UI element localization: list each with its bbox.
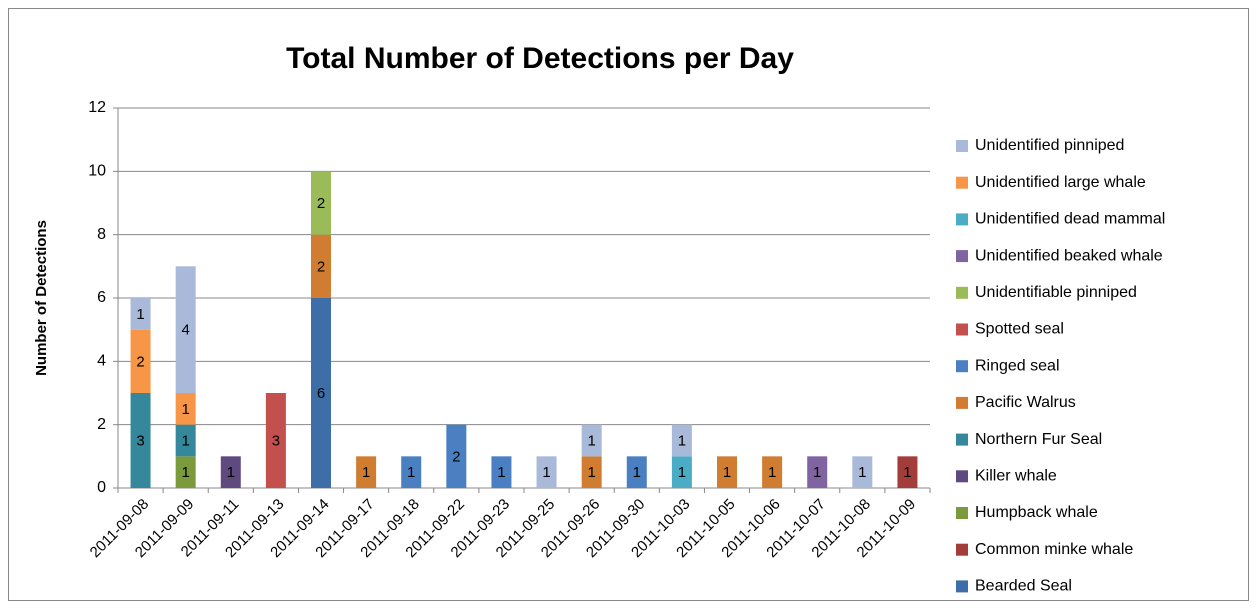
legend-swatch [956, 360, 968, 373]
legend-label: Humpback whale [975, 504, 1098, 521]
bar-segment [175, 266, 196, 393]
data-label: 1 [678, 432, 686, 449]
bar-segment [446, 424, 467, 488]
bar-segment [897, 456, 918, 488]
legend-swatch [956, 140, 968, 152]
y-axis-label: Number of Detections [33, 220, 50, 376]
y-tick-label: 0 [97, 479, 106, 496]
data-label: 6 [317, 385, 325, 402]
y-tick-label: 12 [88, 99, 106, 116]
legend-swatch [956, 470, 968, 483]
legend-swatch [956, 396, 968, 409]
bar-segment [311, 298, 331, 488]
data-label: 1 [497, 464, 505, 481]
bar-segment [762, 456, 783, 488]
bar-segment [130, 329, 151, 393]
data-label: 1 [678, 464, 686, 481]
bar-segment [130, 298, 151, 330]
legend-label: Northern Fur Seal [975, 431, 1102, 448]
data-label: 3 [136, 432, 144, 449]
legend-label: Ringed seal [975, 357, 1060, 374]
legend-label: Bearded Seal [975, 578, 1072, 595]
data-label: 1 [136, 306, 144, 323]
legend-swatch [956, 580, 968, 593]
data-label: 2 [452, 448, 460, 465]
data-label: 2 [317, 195, 325, 212]
y-tick-label: 4 [97, 353, 106, 370]
legend-swatch [956, 286, 968, 299]
bar-segment [581, 424, 602, 457]
legend-label: Unidentified large whale [975, 174, 1146, 191]
bar-segment [626, 456, 647, 488]
legend-label: Common minke whale [975, 541, 1133, 558]
legend-swatch [956, 433, 968, 446]
bar-segment [265, 393, 286, 488]
bar-segment [671, 424, 692, 457]
y-tick-label: 8 [97, 226, 106, 243]
bar-segment [175, 456, 196, 488]
bar-segment [581, 456, 602, 488]
y-tick-label: 10 [88, 163, 106, 180]
y-tick-label: 2 [97, 416, 106, 433]
bar-segment [852, 456, 873, 488]
data-label: 1 [362, 464, 370, 481]
legend-label: Killer whale [975, 468, 1057, 485]
data-label: 1 [407, 464, 415, 481]
data-label: 1 [903, 464, 911, 481]
chart-border [8, 8, 1249, 601]
legend-swatch [956, 213, 968, 226]
bar-segment [491, 456, 512, 488]
data-label: 3 [272, 432, 280, 449]
bar-segment [311, 171, 331, 235]
bar-segment [401, 456, 422, 488]
legend-label: Unidentifiable pinniped [975, 284, 1137, 301]
legend-label: Unidentified pinniped [975, 137, 1124, 154]
bar-segment [175, 393, 196, 425]
data-label: 1 [587, 464, 595, 481]
bar-segment [671, 456, 692, 488]
legend-label: Spotted seal [975, 321, 1064, 338]
bar-segment [220, 456, 241, 488]
data-label: 1 [227, 464, 235, 481]
data-label: 1 [768, 464, 776, 481]
data-label: 1 [813, 464, 821, 481]
legend-swatch [956, 543, 968, 556]
bar-segment [807, 456, 828, 488]
data-label: 2 [317, 258, 325, 275]
bar-segment [130, 393, 151, 488]
y-tick-label: 6 [97, 289, 106, 306]
legend-swatch [956, 176, 968, 189]
legend-swatch [956, 323, 968, 336]
legend-swatch [956, 507, 968, 519]
data-label: 1 [858, 464, 866, 481]
legend-swatch [956, 250, 968, 263]
bar-segment [536, 456, 557, 488]
bar-segment [175, 424, 196, 457]
chart-title: Total Number of Detections per Day [286, 42, 794, 75]
data-label: 4 [181, 322, 189, 339]
legend-label: Unidentified beaked whale [975, 247, 1163, 264]
bar-segment [717, 456, 737, 488]
data-label: 1 [587, 432, 595, 449]
bar-segment [356, 456, 377, 488]
data-label: 1 [723, 464, 731, 481]
legend-label: Unidentified dead mammal [975, 211, 1165, 228]
bar-segment [311, 234, 331, 298]
data-label: 1 [181, 401, 189, 418]
data-label: 1 [633, 464, 641, 481]
data-label: 1 [181, 464, 189, 481]
data-label: 1 [542, 464, 550, 481]
legend-label: Pacific Walrus [975, 394, 1076, 411]
data-label: 1 [181, 432, 189, 449]
data-label: 2 [136, 353, 144, 370]
